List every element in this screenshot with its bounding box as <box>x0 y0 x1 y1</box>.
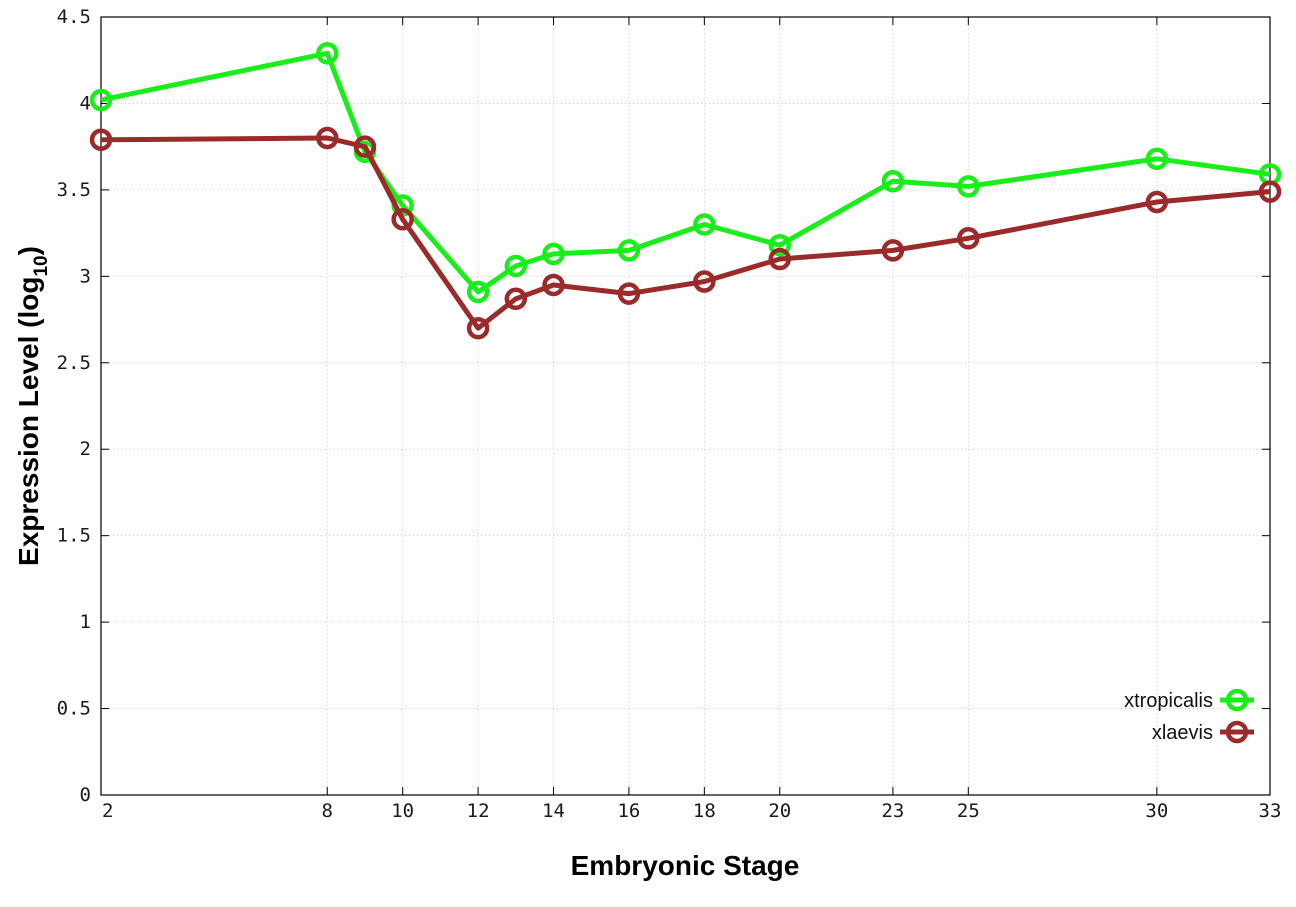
y-tick-label: 2 <box>80 438 91 460</box>
x-tick-label: 12 <box>467 800 490 822</box>
x-axis-title: Embryonic Stage <box>571 850 800 881</box>
y-tick-label: 0 <box>80 784 91 806</box>
y-tick-label: 4.5 <box>57 6 91 28</box>
data-point <box>391 208 414 231</box>
data-point <box>957 227 980 250</box>
x-tick-label: 18 <box>693 800 716 822</box>
data-point <box>768 233 792 257</box>
data-point <box>542 242 565 266</box>
y-tick-label: 0.5 <box>57 698 91 720</box>
data-point <box>617 282 641 305</box>
y-tick-label: 1.5 <box>57 525 91 547</box>
y-tick-label: 1 <box>80 611 91 633</box>
x-tick-label: 8 <box>322 800 333 822</box>
data-point <box>957 175 980 198</box>
axis-ticks <box>100 16 1271 796</box>
data-point <box>89 128 113 152</box>
legend-swatch-marker <box>1225 688 1249 712</box>
plot-frame <box>100 16 1271 796</box>
data-point <box>353 135 377 158</box>
y-axis-title-subscript: 10 <box>31 255 52 276</box>
data-point <box>881 239 905 262</box>
y-tick-label: 4 <box>80 92 91 114</box>
data-point <box>1145 190 1169 214</box>
y-axis-title: Expression Level (log10) <box>13 246 52 566</box>
y-tick-label: 2.5 <box>57 352 91 374</box>
data-point <box>89 88 113 112</box>
data-point <box>316 42 339 65</box>
legend-item: xlaevis <box>1152 720 1254 744</box>
x-tick-label: 30 <box>1145 800 1168 822</box>
legend-label: xlaevis <box>1152 722 1213 744</box>
data-point <box>881 169 905 193</box>
data-point <box>466 280 490 304</box>
x-tick-label: 25 <box>957 800 980 822</box>
y-tick-labels: 0 0.5 1 1.5 2 2.5 3 3.5 4 4.5 <box>57 6 91 806</box>
grid <box>101 17 1270 795</box>
y-axis-title-log: log <box>13 277 44 319</box>
legend-swatch-marker <box>1225 720 1249 744</box>
data-point <box>466 316 490 340</box>
data-point <box>542 273 565 297</box>
data-point <box>504 254 528 278</box>
legend-item: xtropicalis <box>1124 688 1254 712</box>
x-tick-label: 33 <box>1259 800 1282 822</box>
x-tick-label: 23 <box>881 800 904 822</box>
x-tick-labels: 2 8 10 12 14 16 18 20 23 25 30 33 <box>102 800 1281 822</box>
data-point <box>1258 180 1282 203</box>
x-tick-label: 14 <box>542 800 565 822</box>
data-point <box>1145 147 1169 171</box>
series-line <box>100 135 1271 331</box>
y-axis-title-group: Expression Level (log10) <box>13 246 52 566</box>
x-tick-label: 20 <box>768 800 791 822</box>
series-line <box>100 50 1271 295</box>
data-point <box>316 126 339 150</box>
x-tick-label: 10 <box>391 800 414 822</box>
series-xlaevis <box>89 126 1282 340</box>
x-tick-label: 2 <box>102 800 113 822</box>
data-point <box>768 247 792 271</box>
legend: xtropicalis xlaevis <box>1124 688 1254 744</box>
legend-label: xtropicalis <box>1124 690 1213 712</box>
y-axis-title-main: Expression Level <box>13 336 44 566</box>
data-point <box>617 239 641 262</box>
series-layer <box>89 42 1282 340</box>
data-point <box>693 270 716 293</box>
y-tick-label: 3 <box>80 265 91 287</box>
data-point <box>693 213 716 236</box>
x-tick-label: 16 <box>617 800 640 822</box>
series-xtropicalis <box>89 42 1282 304</box>
data-point <box>504 287 528 311</box>
y-tick-label: 3.5 <box>57 179 91 201</box>
